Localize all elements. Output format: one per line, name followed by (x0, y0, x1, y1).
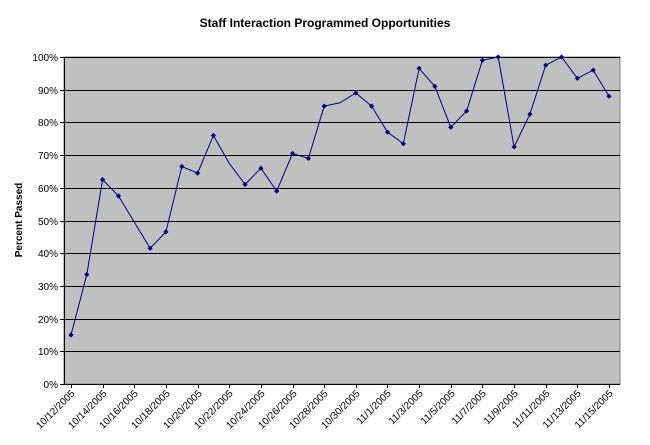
data-point (464, 108, 470, 114)
y-tick-label: 50% (38, 217, 58, 228)
data-point (179, 163, 185, 170)
data-series (68, 54, 612, 338)
x-axis: 10/12/200510/14/200510/16/200510/18/2005… (34, 384, 620, 432)
data-point (163, 229, 169, 235)
data-point (400, 141, 406, 147)
data-point (384, 129, 391, 135)
data-point (543, 62, 549, 68)
y-tick-label: 10% (38, 347, 58, 358)
data-point (289, 150, 296, 157)
data-point (353, 90, 359, 96)
y-tick-label: 20% (38, 315, 58, 326)
data-point (479, 57, 485, 63)
y-tick-label: 80% (38, 118, 58, 129)
data-point (369, 103, 375, 109)
data-point (305, 155, 311, 161)
y-tick-label: 40% (38, 249, 58, 260)
data-point (68, 332, 74, 338)
data-point (495, 54, 501, 60)
data-point (258, 165, 264, 171)
y-tick-label: 70% (38, 151, 58, 162)
data-point (416, 65, 422, 71)
data-point (590, 67, 596, 73)
series-line (70, 56, 610, 336)
data-point (574, 75, 580, 81)
gridlines (64, 57, 620, 352)
y-tick-label: 30% (38, 282, 58, 293)
data-point (511, 144, 517, 150)
y-axis-label: Percent Passed (14, 183, 25, 258)
y-tick-label: 100% (32, 53, 58, 64)
plot-area (63, 56, 621, 385)
data-point (115, 193, 122, 199)
data-point (242, 181, 248, 188)
y-tick-label: 60% (38, 184, 58, 195)
data-point (432, 83, 438, 89)
chart-title: Staff Interaction Programmed Opportuniti… (200, 16, 451, 30)
data-point (606, 93, 612, 99)
data-point (448, 124, 454, 130)
y-tick-label: 90% (38, 86, 58, 97)
data-point (558, 54, 565, 60)
data-point (84, 271, 90, 278)
data-point (100, 177, 106, 183)
data-point (195, 170, 201, 176)
y-tick-label: 0% (44, 380, 59, 391)
data-point (527, 111, 533, 117)
data-point (274, 188, 280, 194)
data-point (321, 103, 327, 109)
data-point (210, 132, 216, 139)
y-axis: 0% 10% 20% 30% 40% 50% 60% 70% 80% 90% 100% (32, 53, 65, 391)
data-point (147, 245, 153, 251)
